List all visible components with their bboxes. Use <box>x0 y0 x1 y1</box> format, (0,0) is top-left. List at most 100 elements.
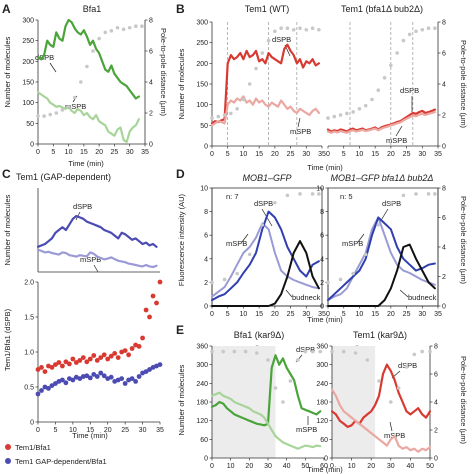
chart-c2-point-gap-dependent <box>46 386 51 391</box>
chart-d2-x-tick-label: 25 <box>403 311 411 318</box>
chart-e1-distance-point <box>221 349 225 354</box>
chart-e1-title: Bfa1 (kar9Δ) <box>234 330 285 340</box>
chart-d-ylabel: Fluorescence intensity (AU) <box>177 193 186 286</box>
chart-b1-y-tick-label: 250 <box>196 40 208 47</box>
chart-a-y-tick-label: 250 <box>22 38 34 45</box>
chart-d2-distance-point <box>338 277 343 282</box>
chart-e2-x-tick-label: 40 <box>407 463 415 470</box>
chart-d1-distance-point <box>273 200 277 205</box>
chart-a-distance-point <box>121 27 126 32</box>
chart-b1-x-tick-label: 10 <box>240 151 248 158</box>
chart-e-y2label: Pole-to-pole distance (μm) <box>459 356 468 445</box>
chart-b2-dSPB-line <box>326 108 436 133</box>
chart-e1-x-tick-label: 10 <box>227 463 235 470</box>
chart-c2-point-gap-dependent <box>53 381 58 386</box>
chart-c2-point-tem1-bfa1 <box>35 367 41 372</box>
chart-b1-x-tick-label: 15 <box>255 151 263 158</box>
chart-d2-distance-point <box>433 192 437 196</box>
chart-b2-distance-point <box>363 103 368 108</box>
chart-d1-distance-point <box>310 192 315 196</box>
chart-a-distance-point <box>54 111 59 115</box>
chart-d2-y-tick-label: 8 <box>320 209 324 216</box>
chart-e2-mSPB-line <box>330 388 432 453</box>
chart-d2-arrow-budneck <box>399 289 409 298</box>
chart-c2-point-tem1-bfa1 <box>56 360 62 365</box>
chart-b2-x-tick-label: 0 <box>326 151 330 158</box>
chart-b2-y2-tick-label: 8 <box>442 20 446 27</box>
chart-b-xlabel: Time (min) <box>307 163 343 172</box>
chart-d2-y-tick-label: 6 <box>320 233 324 240</box>
chart-b1-distance-point <box>247 82 252 86</box>
chart-e1-x-tick-label: 50 <box>301 463 309 470</box>
chart-d1-distance-point <box>260 223 265 227</box>
chart-b2-x-tick-label: 15 <box>371 151 379 158</box>
chart-a-y2-tick-label: 2 <box>149 111 153 118</box>
chart-d2-y-tick-label: 4 <box>320 256 324 263</box>
chart-b1-axes: 0 5 10 15 20 25 30 35 0 50 100 150 200 250 300 <box>196 20 326 159</box>
chart-b-ylabel: Number of molecules <box>177 48 186 119</box>
chart-b1-annotation-mspb: mSPB <box>290 127 311 136</box>
chart-c2-point-gap-dependent <box>136 374 142 379</box>
chart-e2-distance-point <box>404 365 409 369</box>
chart-d1-mSPB-line <box>211 222 320 298</box>
chart-e1-x-tick-label: 0 <box>210 463 214 470</box>
chart-a-x-tick-label: 15 <box>80 149 88 156</box>
panel-label-a: A <box>2 2 11 16</box>
chart-b-y2label: Pole-to-pole distance (μm) <box>459 40 468 129</box>
chart-d1-x-tick-label: 15 <box>255 311 263 318</box>
chart-b2-distance-point <box>376 88 381 92</box>
chart-b1-distance-point <box>235 107 239 111</box>
chart-e2-y-tick-label: 300 <box>316 362 328 369</box>
chart-b1-arrow-mspb <box>297 117 301 128</box>
chart-d2-dSPB-line <box>327 216 436 302</box>
chart-e1-shaded-region <box>212 346 276 458</box>
chart-a-x-tick-label: 30 <box>126 149 134 156</box>
chart-a-x-tick-label: 5 <box>51 149 55 156</box>
chart-d1-y-tick-label: 2 <box>204 280 208 287</box>
chart-e2-arrow-mspb <box>389 421 393 432</box>
chart-e1-distance-point <box>318 349 323 354</box>
chart-a-y-tick-label: 50 <box>26 121 34 128</box>
chart-e1-distance-point <box>303 349 308 354</box>
chart-b2-x-tick-label: 25 <box>403 151 411 158</box>
chart-b1-distance-point <box>266 38 271 43</box>
chart-c-annotation-dspb: dSPB <box>73 202 92 211</box>
chart-c-dSPB-line <box>36 214 158 248</box>
chart-b2-distance-point <box>326 116 330 120</box>
chart-b2-distance-point <box>357 107 362 111</box>
chart-b2-distance-point <box>433 26 437 31</box>
chart-c2-point-gap-dependent <box>49 383 55 388</box>
chart-a-distance-point <box>115 25 120 30</box>
chart-e1-y-tick-label: 360 <box>196 344 208 351</box>
panel-label-c: C <box>2 167 11 181</box>
chart-c2-point-tem1-bfa1 <box>129 346 135 351</box>
chart-e2-x-tick-label: 0 <box>330 463 334 470</box>
chart-d2-x-tick-label: 15 <box>371 311 379 318</box>
chart-c2-point-gap-dependent <box>35 391 41 397</box>
chart-a-x-tick-label: 10 <box>65 149 73 156</box>
chart-a-mSPB-line <box>36 91 140 143</box>
chart-c2-point-gap-dependent <box>84 373 90 379</box>
chart-a-title: Bfa1 <box>83 4 102 14</box>
chart-a-distance-point <box>48 112 53 117</box>
chart-b1-x-tick-label: 25 <box>287 151 295 158</box>
chart-b1-distance-point <box>260 51 265 55</box>
chart-d2-x-tick-label: 10 <box>356 311 364 318</box>
chart-b1-x-tick-label: 20 <box>271 151 279 158</box>
legend-label-tem1-bfa1: Tem1/Bfa1 <box>15 443 51 452</box>
legend-marker-tem1-bfa1 <box>5 444 11 450</box>
chart-e2-distance-point <box>365 358 370 362</box>
chart-c2-point-gap-dependent <box>119 376 125 381</box>
chart-b1-y-tick-label: 100 <box>196 102 208 109</box>
chart-e1-distance-point <box>311 349 315 354</box>
chart-d1-x-tick-label: 0 <box>210 311 214 318</box>
chart-e2-y-tick-label: 360 <box>316 344 328 351</box>
chart-d1-annotation-mspb: mSPB <box>226 239 247 248</box>
chart-c2-point-tem1-bfa1 <box>147 314 152 320</box>
chart-c-annotation-mspb: mSPB <box>80 255 101 264</box>
chart-a-distance-point <box>42 114 46 118</box>
chart-a-distance-point <box>97 36 101 41</box>
chart-c2-point-tem1-bfa1 <box>91 353 97 358</box>
chart-d1-x-tick-label: 25 <box>287 311 295 318</box>
chart-e2-distance-point <box>412 352 417 357</box>
